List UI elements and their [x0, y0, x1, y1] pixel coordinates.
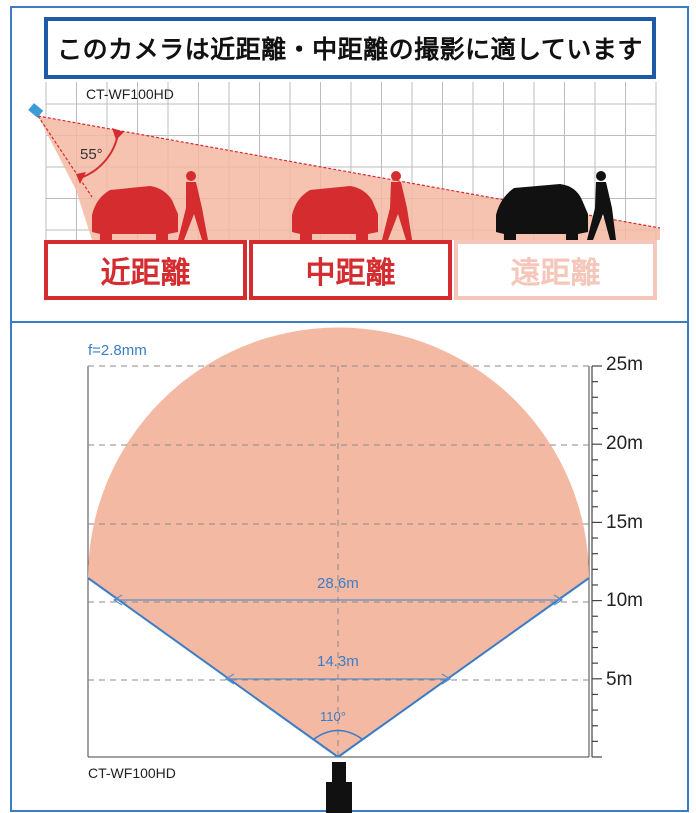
model-label-bottom: CT-WF100HD [88, 765, 176, 781]
section-divider [10, 321, 689, 323]
near-person-icon [178, 171, 208, 240]
lens-label: f=2.8mm [88, 342, 147, 359]
near-car-icon [92, 186, 178, 240]
range-far-label: 遠距離 [510, 256, 601, 291]
distance-gridlines [88, 365, 592, 681]
angle-arrow-bottom [76, 172, 86, 184]
distance-label-15m: 15m [606, 512, 643, 533]
scale-ticks [592, 365, 602, 758]
headline-box: このカメラは近距離・中距離の撮影に適しています [44, 17, 656, 79]
camera-body-icon [326, 762, 352, 813]
range-mid-box: 中距離 [249, 240, 452, 300]
model-label-top: CT-WF100HD [86, 86, 174, 102]
fov-right-edge [337, 577, 590, 758]
distance-label-5m: 5m [606, 669, 633, 690]
width-label-10m: 28.6m [317, 575, 359, 592]
far-car-icon [496, 184, 588, 240]
fov-left-edge [87, 577, 339, 758]
range-mid-label: 中距離 [305, 256, 396, 291]
angle-arrow-top [112, 128, 124, 140]
distance-label-20m: 20m [606, 433, 643, 454]
far-person-icon [587, 171, 616, 240]
range-near-label: 近距離 [100, 256, 191, 291]
range-near-box: 近距離 [44, 240, 247, 300]
distance-label-25m: 25m [606, 354, 643, 375]
distance-label-10m: 10m [606, 590, 643, 611]
angle-arc [79, 133, 119, 179]
coverage-diagram [87, 327, 602, 813]
cone-lower-edge [37, 115, 93, 198]
width-label-5m: 14.3m [317, 653, 359, 670]
fov-arc [313, 729, 363, 740]
vertical-angle-label: 55° [80, 146, 103, 163]
mid-car-icon [292, 186, 378, 240]
fov-angle-label: 110° [320, 709, 346, 724]
camera-icon [28, 103, 44, 118]
range-far-box: 遠距離 [454, 240, 657, 300]
headline: このカメラは近距離・中距離の撮影に適しています [57, 35, 643, 64]
mid-person-icon [382, 171, 412, 240]
